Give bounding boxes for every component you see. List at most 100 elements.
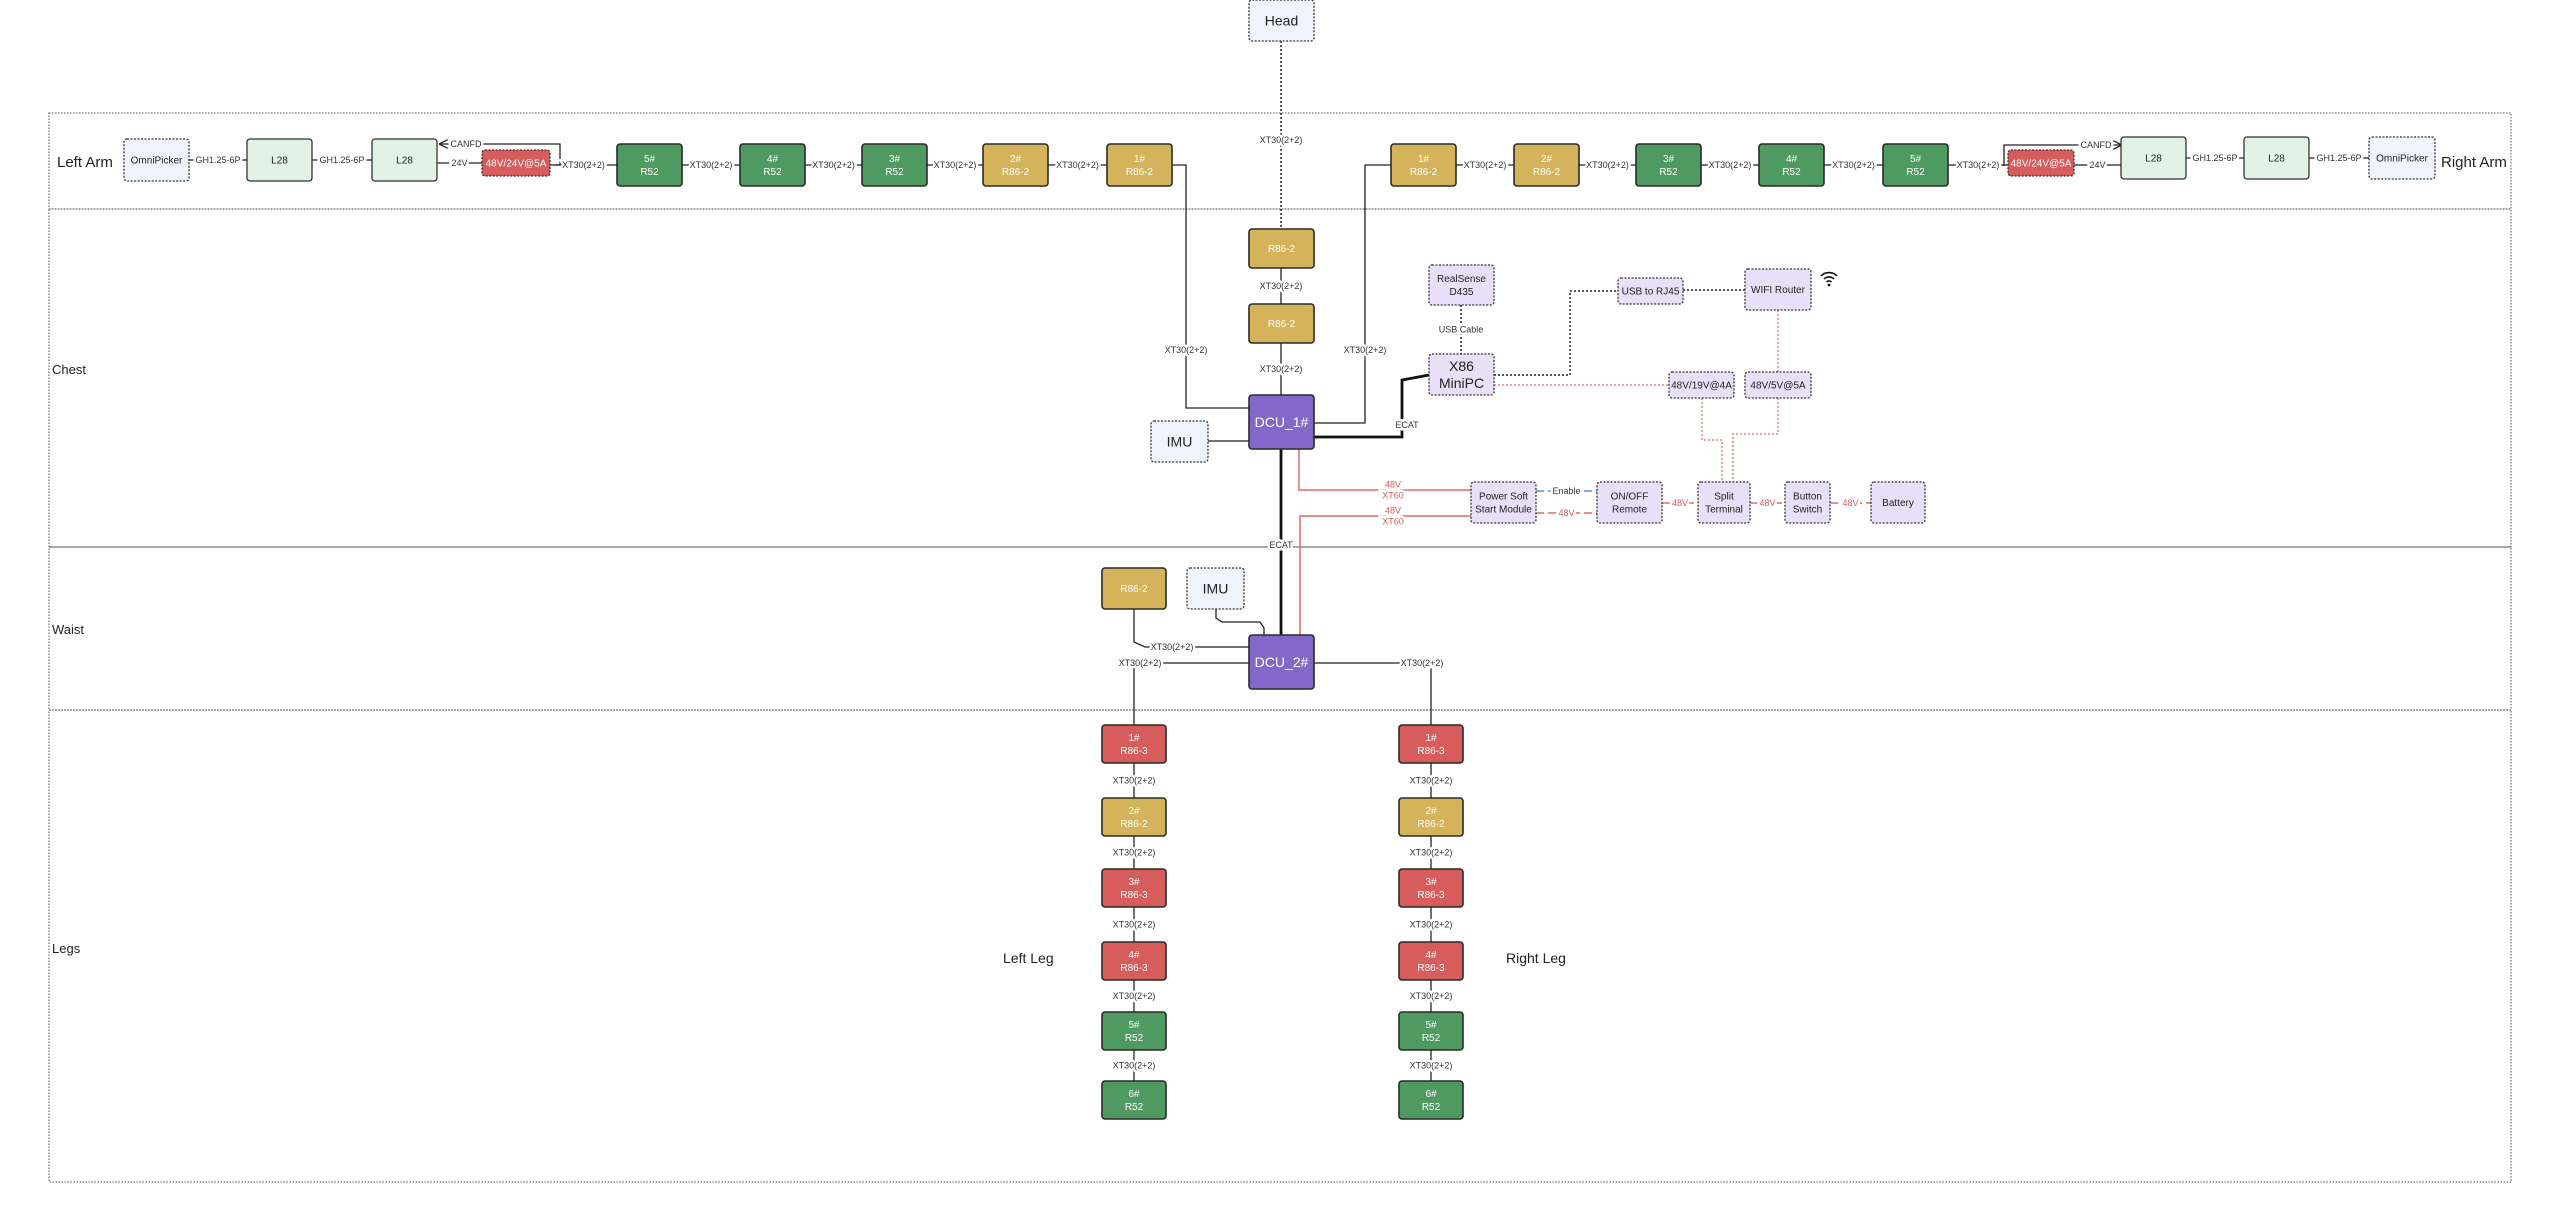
node-label: 4# — [1786, 154, 1798, 165]
node-la-psu[interactable]: 48V/24V@5A — [481, 149, 551, 177]
node-box — [2120, 136, 2187, 180]
node-la-omni[interactable]: OmniPicker — [123, 138, 190, 182]
node-realsense[interactable]: RealSense D435 — [1428, 264, 1495, 306]
connection-e-ecat-dcu: ECAT — [1267, 449, 1296, 635]
node-box — [1668, 371, 1735, 399]
connector-line — [1133, 662, 1249, 725]
node-box — [739, 143, 806, 187]
node-split[interactable]: Split Terminal — [1697, 481, 1751, 524]
node-box — [1248, 303, 1315, 344]
node-softstart[interactable]: Power Soft Start Module — [1470, 481, 1537, 524]
node-rl-5[interactable]: 5#R52 — [1398, 1011, 1464, 1051]
node-wa-m[interactable]: R86-2 — [1101, 567, 1167, 610]
node-router[interactable]: WIFI Router — [1744, 268, 1812, 311]
connector-label: XT30(2+2) — [1260, 135, 1303, 145]
node-box — [2368, 136, 2436, 180]
connection-e-19-split — [1701, 398, 1723, 482]
node-ra-l28b[interactable]: L28 — [2243, 136, 2310, 180]
node-ra-1[interactable]: 1# R86-2 — [1390, 143, 1457, 187]
node-label: 2# — [1425, 806, 1437, 817]
node-ll-6[interactable]: 6#R52 — [1101, 1080, 1167, 1120]
node-la-5[interactable]: 5#R52 — [616, 143, 683, 187]
node-label: R52 — [1906, 167, 1925, 178]
node-head[interactable]: Head — [1248, 0, 1315, 42]
node-ll-5[interactable]: 5#R52 — [1101, 1011, 1167, 1051]
node-rl-6[interactable]: 6#R52 — [1398, 1080, 1464, 1120]
connection-e-split-button: 48V — [1750, 496, 1785, 511]
node-dc5[interactable]: 48V/5V@5A — [1744, 371, 1812, 399]
node-label: IMU — [1167, 433, 1193, 449]
connector-label: XT30(2+2) — [1113, 991, 1156, 1001]
node-rl-2[interactable]: 2# R86-2 — [1398, 797, 1464, 837]
node-ra-3[interactable]: 3#R52 — [1635, 143, 1702, 187]
node-box — [2007, 149, 2075, 177]
node-box — [1248, 394, 1315, 450]
legs-label: Legs — [52, 941, 81, 956]
node-ll-2[interactable]: 2# R86-2 — [1101, 797, 1167, 837]
node-onoff[interactable]: ON/OFF Remote — [1596, 481, 1663, 524]
node-ra-4[interactable]: 4#R52 — [1758, 143, 1825, 187]
node-label: RealSense — [1437, 274, 1486, 285]
connector-label: 24V — [451, 158, 467, 168]
node-ll-3[interactable]: 3# R86-3 — [1101, 868, 1167, 908]
node-ra-omni[interactable]: OmniPicker — [2368, 136, 2436, 180]
connector-label: XT30(2+2) — [1113, 920, 1156, 930]
node-imu2[interactable]: IMU — [1186, 567, 1245, 610]
connection-e-la3: 24V — [437, 156, 482, 171]
node-label: 5# — [1425, 1020, 1437, 1031]
node-ra-l28a[interactable]: L28 — [2120, 136, 2187, 180]
node-battery[interactable]: Battery — [1870, 481, 1926, 524]
node-ch-m2[interactable]: R86-2 — [1248, 303, 1315, 344]
node-label: R52 — [1422, 1033, 1441, 1044]
node-la-3[interactable]: 3#R52 — [861, 143, 928, 187]
node-box — [1248, 228, 1315, 269]
node-label: R86-2 — [1533, 167, 1561, 178]
connection-e-rl3: XT30(2+2) — [1407, 907, 1455, 942]
node-label: L28 — [2145, 154, 2162, 165]
connector-label: XT30(2+2) — [1260, 364, 1303, 374]
connector-label: XT30(2+2) — [1832, 160, 1875, 170]
connector-label: CANFD — [2081, 140, 2112, 150]
node-box — [1248, 634, 1315, 690]
node-label: 2# — [1010, 154, 1022, 165]
node-ll-4[interactable]: 4# R86-3 — [1101, 941, 1167, 981]
node-la-l28b[interactable]: L28 — [371, 138, 438, 182]
node-ch-m1[interactable]: R86-2 — [1248, 228, 1315, 269]
node-label: 6# — [1425, 1089, 1437, 1100]
node-ra-5[interactable]: 5#R52 — [1882, 143, 1949, 187]
node-label: 3# — [1663, 154, 1675, 165]
node-dc19[interactable]: 48V/19V@4A — [1668, 371, 1735, 399]
node-label: OmniPicker — [2376, 154, 2428, 165]
legs-section-frame — [48, 709, 2512, 1183]
node-rl-1[interactable]: 1# R86-3 — [1398, 724, 1464, 764]
node-rl-3[interactable]: 3# R86-3 — [1398, 868, 1464, 908]
node-dcu2[interactable]: DCU_2# — [1248, 634, 1315, 690]
node-rl-4[interactable]: 4# R86-3 — [1398, 941, 1464, 981]
chest-label: Chest — [52, 362, 86, 377]
node-ll-1[interactable]: 1# R86-3 — [1101, 724, 1167, 764]
node-imu1[interactable]: IMU — [1150, 420, 1209, 463]
connector-label: 48V — [1558, 508, 1574, 518]
connector-line — [1701, 398, 1723, 482]
node-la-1[interactable]: 1# R86-2 — [1106, 143, 1173, 187]
connector-label: GH1.25-6P — [195, 155, 240, 165]
node-box — [1101, 797, 1167, 837]
node-la-l28a[interactable]: L28 — [246, 138, 313, 182]
node-la-4[interactable]: 4#R52 — [739, 143, 806, 187]
connection-e-ra2: XT30(2+2) — [1579, 158, 1636, 173]
node-label: OmniPicker — [131, 156, 183, 167]
node-dcu1[interactable]: DCU_1# — [1248, 394, 1315, 450]
left-arm-label: Left Arm — [57, 154, 113, 171]
node-ra-psu[interactable]: 48V/24V@5A — [2007, 149, 2075, 177]
node-label: 1# — [1134, 154, 1146, 165]
node-la-2[interactable]: 2# R86-2 — [982, 143, 1049, 187]
connector-label: 48V — [1672, 498, 1688, 508]
node-button[interactable]: Button Switch — [1784, 481, 1831, 524]
node-usb-rj45[interactable]: USB to RJ45 — [1617, 277, 1684, 305]
node-ra-2[interactable]: 2# R86-2 — [1513, 143, 1580, 187]
node-box — [1617, 277, 1684, 305]
connector-label: XT30(2+2) — [1151, 642, 1194, 652]
connection-e-imu2 — [1215, 609, 1265, 635]
connector-label: XT30(2+2) — [1344, 345, 1387, 355]
